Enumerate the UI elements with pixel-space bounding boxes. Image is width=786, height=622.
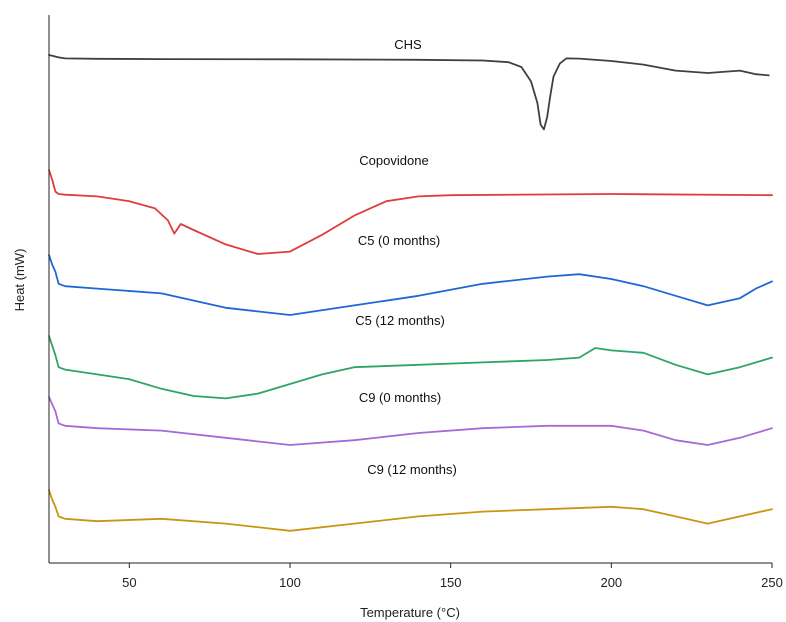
series-label-4: C9 (0 months) [359, 390, 441, 405]
series-label-2: C5 (0 months) [358, 233, 440, 248]
series-line-0 [48, 54, 770, 131]
x-ticks: 50 100 150 200 250 [122, 563, 783, 590]
x-tick-label-250: 250 [761, 575, 783, 590]
series-label-0: CHS [394, 37, 422, 52]
series-curves [48, 54, 773, 532]
axes [48, 15, 772, 564]
x-tick-label-50: 50 [122, 575, 136, 590]
series-line-4 [48, 396, 773, 446]
x-tick-label-150: 150 [440, 575, 462, 590]
series-label-5: C9 (12 months) [367, 462, 457, 477]
series-labels: CHS Copovidone C5 (0 months) C5 (12 months)… [355, 37, 457, 477]
x-tick-label-100: 100 [279, 575, 301, 590]
series-line-3 [48, 335, 773, 400]
x-axis-label: Temperature (°C) [360, 605, 460, 620]
series-label-1: Copovidone [359, 153, 428, 168]
series-label-3: C5 (12 months) [355, 313, 445, 328]
series-line-1 [48, 169, 773, 255]
x-tick-label-200: 200 [600, 575, 622, 590]
series-line-2 [48, 254, 773, 316]
y-axis-label: Heat (mW) [12, 249, 27, 312]
series-line-5 [48, 489, 773, 532]
